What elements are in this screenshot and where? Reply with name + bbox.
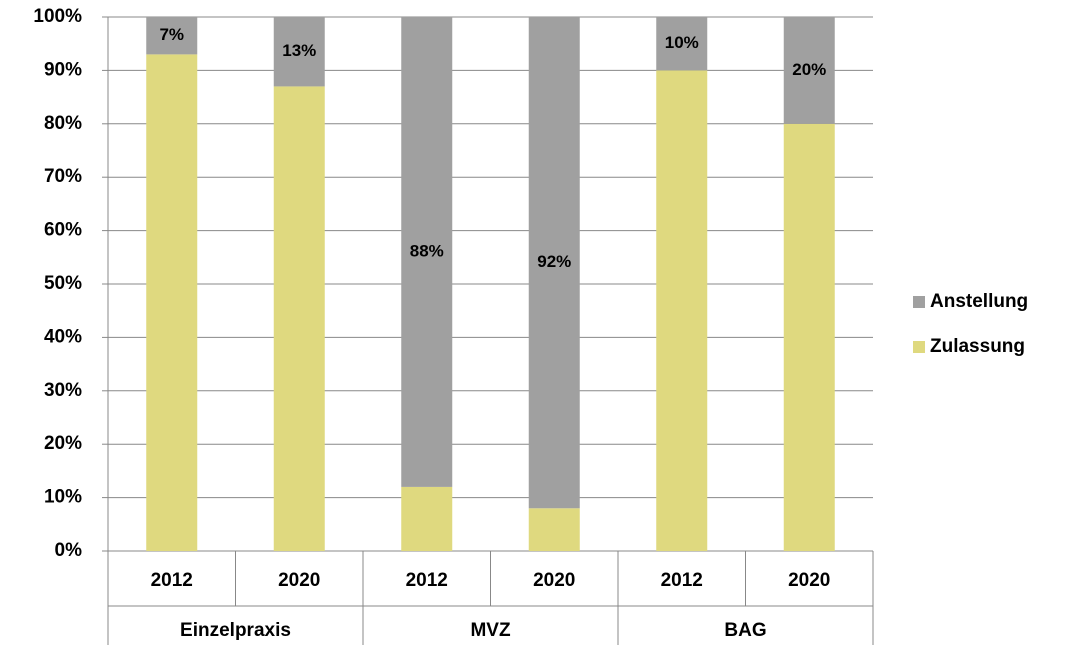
data-label: 13% xyxy=(282,41,316,60)
y-tick-label: 70% xyxy=(44,166,82,187)
group-label: BAG xyxy=(724,620,766,641)
bar-segment xyxy=(783,17,835,124)
legend-swatch xyxy=(913,296,925,308)
bar-segment xyxy=(656,17,708,71)
x-tick-label: 2012 xyxy=(151,570,193,591)
data-label: 92% xyxy=(537,252,571,271)
x-tick-label: 2012 xyxy=(661,570,703,591)
bar-segment xyxy=(528,508,580,551)
y-tick-label: 100% xyxy=(33,6,82,27)
x-tick-label: 2020 xyxy=(278,570,320,591)
y-tick-label: 20% xyxy=(44,433,82,454)
y-tick-label: 50% xyxy=(44,273,82,294)
y-tick-label: 10% xyxy=(44,487,82,508)
y-tick-label: 80% xyxy=(44,113,82,134)
legend-swatch xyxy=(913,341,925,353)
bar-segment xyxy=(528,17,580,509)
legend-label: Anstellung xyxy=(930,291,1028,312)
bar-segment xyxy=(273,17,325,87)
group-label: MVZ xyxy=(470,620,511,641)
data-label: 88% xyxy=(410,241,444,260)
data-label: 7% xyxy=(159,25,184,44)
y-tick-label: 60% xyxy=(44,220,82,241)
y-tick-label: 90% xyxy=(44,59,82,80)
legend-label: Zulassung xyxy=(930,336,1025,357)
x-tick-label: 2020 xyxy=(533,570,575,591)
bar-segment xyxy=(656,70,708,552)
bar-segment xyxy=(146,17,198,55)
bar-segment xyxy=(146,54,198,551)
group-label: Einzelpraxis xyxy=(180,620,291,641)
bar-segment xyxy=(273,86,325,552)
bar-segment xyxy=(783,123,835,552)
data-label: 10% xyxy=(665,33,699,52)
x-tick-label: 2012 xyxy=(406,570,448,591)
y-tick-label: 0% xyxy=(55,540,83,561)
bar-segment xyxy=(401,486,453,551)
y-tick-label: 40% xyxy=(44,326,82,347)
x-tick-label: 2020 xyxy=(788,570,830,591)
y-tick-label: 30% xyxy=(44,380,82,401)
bar-segment xyxy=(401,17,453,487)
data-label: 20% xyxy=(792,60,826,79)
